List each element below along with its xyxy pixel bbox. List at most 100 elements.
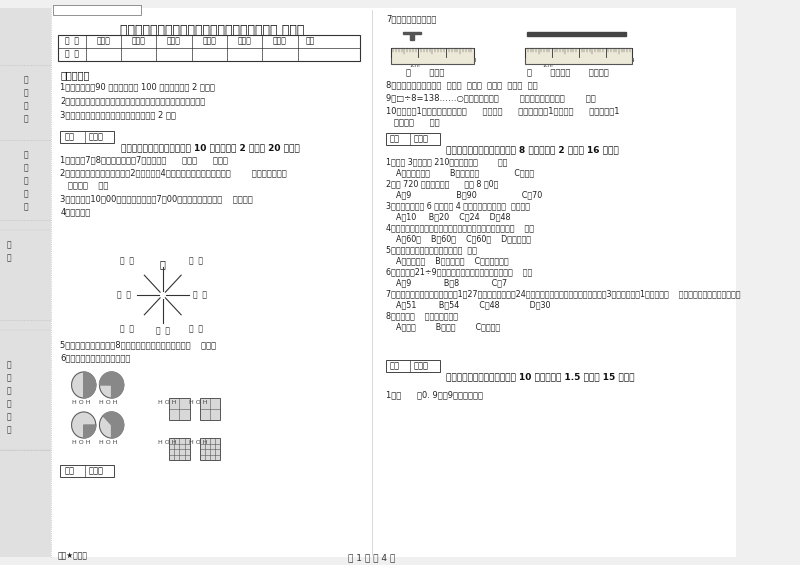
Text: 选择题: 选择题 bbox=[132, 37, 146, 46]
Text: 班: 班 bbox=[7, 399, 12, 408]
Polygon shape bbox=[99, 372, 124, 398]
Text: 北: 北 bbox=[160, 259, 166, 269]
Text: 二、反复比较，慎重选择（共 8 小题，每题 2 分，共 16 分）。: 二、反复比较，慎重选择（共 8 小题，每题 2 分，共 16 分）。 bbox=[446, 145, 619, 154]
Bar bbox=[386, 360, 440, 372]
Text: （  ）: （ ） bbox=[189, 257, 203, 266]
Text: （  ）: （ ） bbox=[120, 257, 134, 266]
Text: （  ）: （ ） bbox=[117, 290, 130, 299]
Text: 10、分针走1小格，秒针正好走（      ）。是（      ）秒，分针走1大格是（      ），时针走1: 10、分针走1小格，秒针正好走（ ）。是（ ）秒，分针走1大格是（ ），时针走1 bbox=[386, 106, 619, 115]
Text: 评卷人: 评卷人 bbox=[88, 466, 103, 475]
Text: 判断题: 判断题 bbox=[167, 37, 181, 46]
Bar bbox=[390, 48, 474, 64]
Text: 得  分: 得 分 bbox=[65, 50, 78, 59]
Text: A、开关抽屉    B、打开瓶盖    C、转动的风车: A、开关抽屉 B、打开瓶盖 C、转动的风车 bbox=[386, 256, 509, 265]
Text: 4、时针从上一个数字到相邻的下一个数字，经过的时间是（    ）。: 4、时针从上一个数字到相邻的下一个数字，经过的时间是（ ）。 bbox=[386, 223, 534, 232]
Polygon shape bbox=[84, 425, 96, 438]
Text: 0: 0 bbox=[526, 58, 530, 63]
Bar bbox=[386, 133, 440, 145]
Bar bbox=[200, 398, 220, 420]
Text: 核: 核 bbox=[24, 150, 28, 159]
Text: 综合题: 综合题 bbox=[238, 37, 251, 46]
Text: 评卷人: 评卷人 bbox=[414, 361, 429, 370]
Text: H O H: H O H bbox=[71, 400, 90, 405]
Bar bbox=[0, 8, 51, 557]
Text: 得分: 得分 bbox=[64, 466, 74, 475]
Text: H O H: H O H bbox=[99, 400, 118, 405]
Text: 9、□÷8=138……○，余数最大填（        ），这时被除数是（        ）。: 9、□÷8=138……○，余数最大填（ ），这时被除数是（ ）。 bbox=[386, 93, 596, 102]
Text: 总数的（    ）。: 总数的（ ）。 bbox=[61, 181, 109, 190]
Text: 7、量出钉子的长度。: 7、量出钉子的长度。 bbox=[386, 14, 436, 23]
Text: 三、仔细推敗，正确判断（共 10 小题，每题 1.5 分，共 15 分）。: 三、仔细推敗，正确判断（共 10 小题，每题 1.5 分，共 15 分）。 bbox=[446, 372, 635, 381]
Text: 卷: 卷 bbox=[24, 88, 28, 97]
Text: 河北省实验小学三年级数学下学期期中考试试题 附解析: 河北省实验小学三年级数学下学期期中考试试题 附解析 bbox=[120, 24, 304, 37]
Bar bbox=[61, 131, 114, 143]
Text: H O H: H O H bbox=[189, 440, 207, 445]
Text: 3、小林晚上10：00睡觉，第二天早上7：00起床，他一共睡了（    ）小时。: 3、小林晚上10：00睡觉，第二天早上7：00起床，他一共睡了（ ）小时。 bbox=[61, 194, 253, 203]
Polygon shape bbox=[72, 372, 96, 398]
Text: 校: 校 bbox=[7, 253, 12, 262]
Text: 评卷人: 评卷人 bbox=[414, 134, 429, 143]
Text: 1、爸爸 3小时行了 210千米，他是（        ）。: 1、爸爸 3小时行了 210千米，他是（ ）。 bbox=[386, 157, 507, 166]
Text: （       ）毫米: （ ）毫米 bbox=[406, 68, 445, 77]
Text: 1、（      ）0. 9里有9个十分之一。: 1、（ ）0. 9里有9个十分之一。 bbox=[386, 390, 483, 399]
Text: （  ）: （ ） bbox=[156, 327, 170, 336]
Bar bbox=[170, 398, 190, 420]
Text: 得分: 得分 bbox=[390, 361, 400, 370]
Text: 评卷人: 评卷人 bbox=[88, 132, 103, 141]
Bar bbox=[58, 35, 360, 61]
Text: 2、从 720 里连续减去（      ）个 8 得0。: 2、从 720 里连续减去（ ）个 8 得0。 bbox=[386, 179, 498, 188]
Text: H O H: H O H bbox=[99, 440, 118, 445]
Text: 1、考试时间：90 分钟，满分为 100 分（含卷面分 2 分）。: 1、考试时间：90 分钟，满分为 100 分（含卷面分 2 分）。 bbox=[61, 82, 215, 91]
Bar bbox=[61, 465, 114, 477]
Text: 考试须知：: 考试须知： bbox=[61, 70, 90, 80]
Text: 3、不要在试卷上乱写乱画，卷面不整洁口 2 分。: 3、不要在试卷上乱写乱画，卷面不整洁口 2 分。 bbox=[61, 110, 176, 119]
Text: 6、要使「21÷9」的商是三位数，「」里只能填（    ）。: 6、要使「21÷9」的商是三位数，「」里只能填（ ）。 bbox=[386, 267, 532, 276]
Text: H O H: H O H bbox=[158, 400, 177, 405]
Text: 2: 2 bbox=[445, 58, 448, 63]
Text: 得分: 得分 bbox=[390, 134, 400, 143]
Text: A、51         B、54        C、48            D、30: A、51 B、54 C、48 D、30 bbox=[386, 300, 550, 309]
Text: 第 1 页 共 4 页: 第 1 页 共 4 页 bbox=[348, 553, 395, 562]
Text: 1cm: 1cm bbox=[542, 63, 554, 68]
Text: A、9                  B、90                  C、70: A、9 B、90 C、70 bbox=[386, 190, 542, 199]
Text: 别: 别 bbox=[7, 412, 12, 421]
Bar bbox=[170, 438, 190, 460]
Text: 绝密★启用前: 绝密★启用前 bbox=[58, 551, 88, 560]
Text: 6、看图写分数，并比较大小。: 6、看图写分数，并比较大小。 bbox=[61, 353, 131, 362]
Text: H O H: H O H bbox=[189, 400, 207, 405]
Text: A、10     B、20    C、24    D、48: A、10 B、20 C、24 D、48 bbox=[386, 212, 510, 221]
Polygon shape bbox=[402, 32, 422, 40]
Text: ）: ） bbox=[7, 425, 12, 434]
Polygon shape bbox=[99, 412, 124, 438]
Text: 学: 学 bbox=[7, 240, 12, 249]
Text: 0: 0 bbox=[392, 58, 395, 63]
Bar bbox=[53, 5, 142, 15]
Text: A、9             B、8             C、7: A、9 B、8 C、7 bbox=[386, 278, 507, 287]
Text: 签: 签 bbox=[24, 189, 28, 198]
Text: （       ）厘米（       ）毫米。: （ ）厘米（ ）毫米。 bbox=[527, 68, 609, 77]
Bar bbox=[200, 438, 220, 460]
Text: 签: 签 bbox=[24, 101, 28, 110]
Text: 一、用心思考，正确填空（共 10 小题，每题 2 分，共 20 分）。: 一、用心思考，正确填空（共 10 小题，每题 2 分，共 20 分）。 bbox=[121, 143, 300, 152]
Bar bbox=[526, 48, 632, 64]
Polygon shape bbox=[99, 372, 124, 398]
Text: 3: 3 bbox=[604, 58, 607, 63]
Text: 分: 分 bbox=[24, 163, 28, 172]
Text: A、乘公共汽车        B、骑自行车              C、步行: A、乘公共汽车 B、骑自行车 C、步行 bbox=[386, 168, 534, 177]
Text: 4: 4 bbox=[630, 58, 634, 63]
Text: （  ）: （ ） bbox=[193, 290, 207, 299]
Text: 1: 1 bbox=[550, 58, 554, 63]
Text: 得分: 得分 bbox=[64, 132, 74, 141]
Text: H O H: H O H bbox=[71, 440, 90, 445]
Text: 总分: 总分 bbox=[306, 37, 314, 46]
Text: 计算题: 计算题 bbox=[202, 37, 216, 46]
Text: 1、时针在7和8之间，分针指向7，这时是（      ）时（      ）分。: 1、时针在7和8之间，分针指向7，这时是（ ）时（ ）分。 bbox=[61, 155, 228, 164]
Text: 5、下面现象中属于平移现象的是（  ）。: 5、下面现象中属于平移现象的是（ ）。 bbox=[386, 245, 477, 254]
Text: 班: 班 bbox=[7, 360, 12, 369]
Text: 2、请首先按要求在试卷的指定位置填写您的姓名、班级、学号。: 2、请首先按要求在试卷的指定位置填写您的姓名、班级、学号。 bbox=[61, 96, 206, 105]
Text: 8、四边形（    ）平行四边形。: 8、四边形（ ）平行四边形。 bbox=[386, 311, 458, 320]
Text: 员: 员 bbox=[24, 176, 28, 185]
Text: 8、常用的长度单位有（  ）、（  ）、（  ）、（  ）、（  ）。: 8、常用的长度单位有（ ）、（ ）、（ ）、（ ）、（ ）。 bbox=[386, 80, 538, 89]
Text: 7、学校开设两个兴趣小组，三（1）27人参加书画小组，24人参加棋艺小组，两个小组都参加的有3人，那么三（1）一共有（    ）人参加了书画和棋艺小组。: 7、学校开设两个兴趣小组，三（1）27人参加书画小组，24人参加棋艺小组，两个小… bbox=[386, 289, 740, 298]
Text: 大格是（      ）。: 大格是（ ）。 bbox=[386, 118, 439, 127]
